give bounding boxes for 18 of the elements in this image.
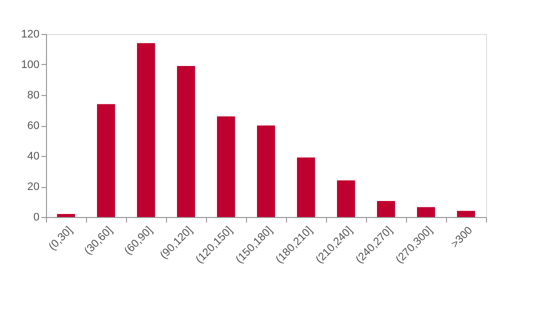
bar: [57, 214, 75, 217]
bar: [257, 126, 275, 217]
y-tick-label: 40: [27, 150, 40, 162]
bar: [177, 66, 195, 217]
y-tick-label: 100: [21, 59, 40, 71]
bar: [297, 158, 315, 217]
y-tick-label: 20: [27, 181, 40, 193]
bar: [97, 104, 115, 217]
bar: [457, 210, 475, 217]
bar: [217, 116, 235, 217]
y-tick-label: 120: [21, 28, 40, 40]
bar: [377, 200, 395, 217]
bar: [417, 207, 435, 217]
y-tick-label: 80: [27, 90, 40, 102]
bar: [137, 43, 155, 217]
y-tick-label: 60: [27, 120, 40, 132]
bar: [337, 180, 355, 217]
y-tick-label: 0: [33, 212, 40, 224]
